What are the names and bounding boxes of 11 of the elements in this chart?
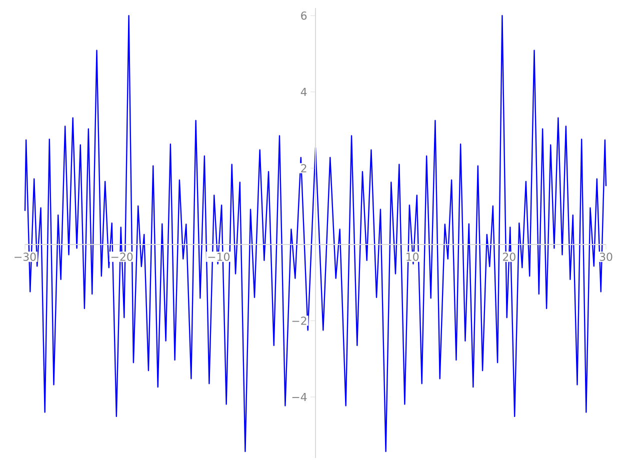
y-tick-label: 6 [301, 11, 307, 20]
y-tick-label: 2 [301, 164, 306, 172]
y-tick-label: 4 [300, 88, 307, 96]
x-tick-label: −30 [14, 252, 36, 261]
x-tick-label: −10 [208, 252, 230, 261]
y-tick-label: −2 [292, 316, 306, 325]
x-tick-label: −20 [111, 252, 133, 261]
x-tick-label: 20 [502, 252, 516, 261]
x-tick-label: 10 [406, 252, 419, 261]
y-tick-label: −4 [292, 392, 307, 401]
x-tick-label: 30 [600, 252, 612, 261]
